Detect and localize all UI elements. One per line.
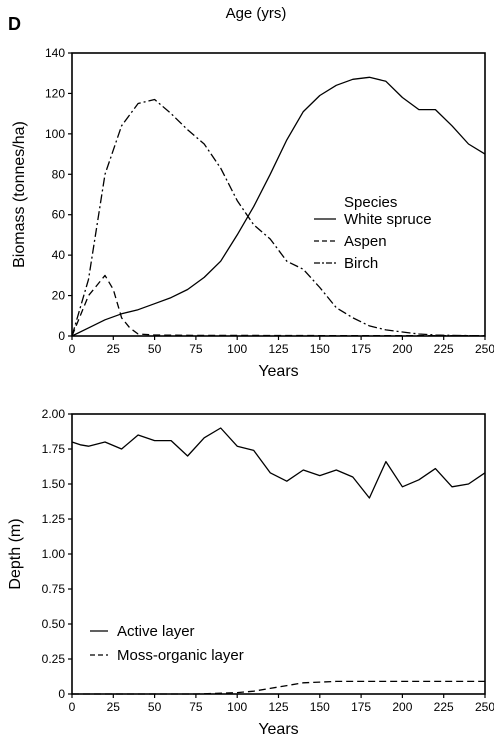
series-line-moss-organic-layer — [72, 680, 485, 695]
x-tick-label: 50 — [148, 700, 162, 714]
x-axis-label: Years — [258, 721, 298, 738]
y-tick-label: 1.00 — [42, 547, 66, 561]
x-tick-label: 175 — [351, 700, 371, 714]
y-tick-label: 80 — [52, 167, 66, 181]
x-tick-label: 75 — [189, 342, 203, 356]
legend-label: Aspen — [344, 233, 387, 250]
x-tick-label: 250 — [475, 700, 494, 714]
x-tick-label: 25 — [107, 342, 121, 356]
legend-title: Species — [344, 194, 397, 211]
x-tick-label: 225 — [434, 342, 454, 356]
x-tick-label: 150 — [310, 342, 330, 356]
x-axis-label: Years — [258, 363, 298, 380]
legend-label: Active layer — [117, 623, 195, 640]
biomass-chart: 0 25 50 75 100 125 150 175 200 225 250 0 20 40 60 80 100… — [11, 46, 494, 380]
y-tick-label: 1.50 — [42, 477, 66, 491]
y-tick-label: 100 — [45, 127, 65, 141]
depth-chart: 0 25 50 75 100 125 150 175 200 225 250 0 0.25 0.50 0.7… — [7, 407, 494, 738]
y-tick-label: 0.75 — [42, 582, 66, 596]
y-axis-label: Depth (m) — [7, 518, 24, 589]
y-tick-label: 1.75 — [42, 442, 66, 456]
legend-label: Moss-organic layer — [117, 647, 244, 664]
y-tick-label: 20 — [52, 289, 66, 303]
x-tick-label: 200 — [392, 342, 412, 356]
series-line-white-spruce — [71, 76, 486, 337]
y-tick-label: 0 — [58, 687, 65, 701]
x-tick-label: 75 — [189, 700, 203, 714]
legend-label: Birch — [344, 255, 378, 272]
y-tick-label: 2.00 — [42, 407, 66, 421]
x-tick-label: 200 — [392, 700, 412, 714]
legend-label: White spruce — [344, 211, 432, 228]
y-axis-label: Biomass (tonnes/ha) — [11, 121, 28, 268]
series-line-active-layer — [71, 427, 486, 499]
x-tick-label: 0 — [69, 700, 76, 714]
plot-frame — [71, 52, 486, 337]
x-tick-label: 250 — [475, 342, 494, 356]
x-tick-label: 100 — [227, 700, 247, 714]
x-tick-label: 125 — [268, 700, 288, 714]
x-tick-label: 150 — [310, 700, 330, 714]
y-tick-label: 1.25 — [42, 512, 66, 526]
x-tick-label: 0 — [69, 342, 76, 356]
y-tick-label: 40 — [52, 248, 66, 262]
y-tick-label: 0.50 — [42, 617, 66, 631]
y-tick-label: 0 — [58, 329, 65, 343]
y-tick-label: 0.25 — [42, 652, 66, 666]
header-title: Age (yrs) — [226, 5, 287, 22]
x-tick-label: 225 — [434, 700, 454, 714]
panel-label: D — [8, 14, 21, 34]
series-line-aspen — [71, 274, 485, 337]
x-tick-label: 125 — [268, 342, 288, 356]
x-tick-label: 100 — [227, 342, 247, 356]
x-tick-label: 50 — [148, 342, 162, 356]
x-tick-label: 175 — [351, 342, 371, 356]
y-tick-label: 120 — [45, 86, 65, 100]
y-tick-label: 60 — [52, 208, 66, 222]
x-tick-label: 25 — [107, 700, 121, 714]
y-tick-label: 140 — [45, 46, 65, 60]
